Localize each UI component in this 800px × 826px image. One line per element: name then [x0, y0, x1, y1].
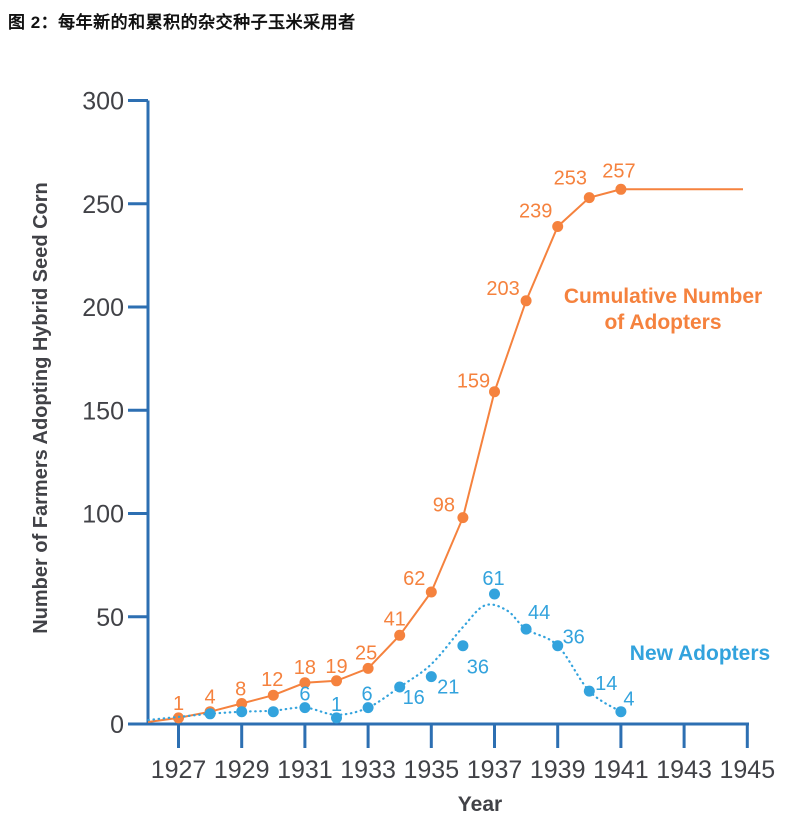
y-tick-label: 50 [96, 604, 124, 632]
x-tick-label: 1929 [214, 756, 270, 784]
data-point [362, 662, 374, 674]
data-point-label: 36 [467, 657, 489, 679]
data-point [331, 712, 342, 724]
data-point [457, 640, 469, 652]
y-axis-title: Number of Farmers Adopting Hybrid Seed C… [30, 182, 52, 634]
data-point [173, 712, 184, 724]
x-tick-label: 1943 [656, 756, 712, 784]
data-point-label: 4 [623, 689, 634, 711]
data-point [236, 698, 248, 709]
data-point-label: 44 [528, 602, 550, 624]
data-point-label: 12 [261, 669, 283, 691]
y-tick-label: 150 [82, 397, 124, 425]
y-tick-label: 200 [82, 294, 124, 322]
x-tick-label: 1935 [403, 756, 459, 784]
data-point [583, 192, 595, 204]
data-point [299, 677, 311, 689]
data-point-label: 14 [595, 673, 617, 695]
data-point-label: 16 [403, 687, 425, 709]
x-tick-label: 1933 [340, 756, 396, 784]
data-point-label: 62 [403, 568, 425, 590]
data-point [362, 702, 374, 714]
legend-cumulative-line2: of Adopters [604, 311, 721, 334]
data-point-label: 239 [519, 201, 552, 223]
data-point [394, 629, 406, 641]
data-point [520, 623, 532, 635]
data-point-label: 98 [433, 495, 455, 517]
data-point-label: 41 [384, 608, 406, 630]
data-point-label: 18 [294, 657, 316, 679]
y-tick-label: 250 [82, 191, 124, 219]
x-axis-title: Year [458, 793, 502, 816]
legend-cumulative-line1: Cumulative Number [564, 285, 762, 308]
data-point-label: 6 [299, 684, 310, 706]
data-point [331, 675, 342, 687]
data-point-label: 253 [554, 168, 587, 190]
data-point [204, 708, 216, 720]
data-point-label: 203 [486, 278, 519, 300]
data-point [489, 588, 500, 600]
x-tick-label: 1927 [151, 756, 207, 784]
data-point-label: 1 [331, 694, 342, 716]
data-point-label: 61 [482, 568, 504, 590]
data-point-label: 21 [437, 677, 459, 699]
data-point [394, 681, 406, 693]
data-point-label: 6 [362, 684, 373, 706]
data-point [552, 640, 564, 652]
data-point [583, 685, 595, 697]
x-tick-label: 1939 [530, 756, 586, 784]
data-point [615, 183, 627, 195]
x-tick-label: 1937 [467, 756, 523, 784]
axis-lines [128, 100, 749, 726]
x-tick-label: 1931 [277, 756, 333, 784]
y-tick-label: 300 [82, 88, 124, 116]
data-point [267, 689, 279, 701]
data-point-label: 8 [235, 679, 246, 701]
data-point-label: 1 [173, 693, 184, 715]
y-tick-label: 100 [82, 501, 124, 529]
data-point [615, 706, 627, 718]
data-point-label: 159 [457, 371, 490, 393]
data-point-label: 4 [205, 687, 216, 709]
data-point-label: 19 [325, 656, 347, 678]
x-tick-label: 1941 [593, 756, 649, 784]
data-point-label: 36 [563, 627, 585, 649]
figure-title: 图 2：每年新的和累积的杂交种子玉米采用者 [8, 13, 356, 32]
data-point [267, 706, 279, 718]
legend-new-adopters: New Adopters [630, 642, 770, 665]
data-point [552, 221, 564, 232]
data-point [236, 706, 248, 718]
axes [128, 99, 749, 748]
data-point [299, 702, 311, 714]
data-point [489, 386, 500, 398]
y-tick-label: 0 [110, 711, 124, 739]
x-tick-label: 1945 [719, 756, 775, 784]
data-point [425, 671, 437, 683]
data-point [457, 512, 469, 524]
data-point-label: 25 [355, 642, 377, 664]
data-point-label: 257 [602, 160, 635, 182]
data-point [520, 295, 532, 307]
data-point [425, 586, 437, 598]
